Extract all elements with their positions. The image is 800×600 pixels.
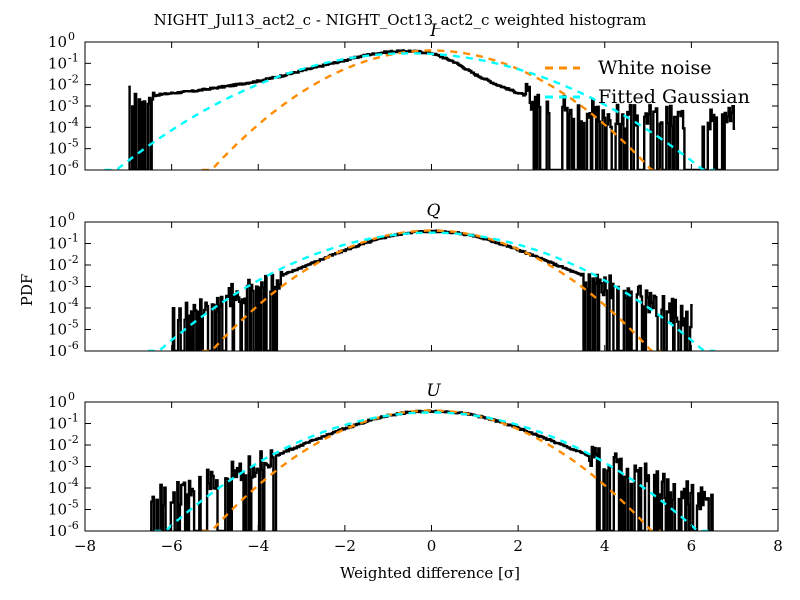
y-tick-exponent: -3: [68, 275, 79, 288]
y-tick-exponent: -4: [68, 115, 79, 128]
y-tick-label: 10: [48, 213, 67, 231]
x-tick-label: −8: [74, 537, 96, 555]
legend-label-white-noise: White noise: [598, 57, 712, 79]
y-tick-label: 10: [48, 235, 67, 253]
white-noise-curve: [201, 229, 662, 351]
plot-area: [147, 229, 716, 351]
y-tick-label: 10: [48, 436, 67, 454]
y-tick-label: 10: [48, 501, 67, 519]
y-tick-exponent: -1: [68, 232, 79, 245]
chart-title: NIGHT_Jul13_act2_c - NIGHT_Oct13_act2_c …: [154, 11, 647, 29]
histogram-line: [171, 229, 693, 351]
y-tick-exponent: -6: [68, 339, 79, 352]
y-tick-label: 10: [48, 415, 67, 433]
panel-title: U: [426, 381, 441, 401]
y-axis-label: PDF: [18, 274, 36, 307]
x-tick-label: 6: [687, 537, 697, 555]
y-tick-label: 10: [48, 321, 67, 339]
y-tick-label: 10: [48, 342, 67, 360]
y-tick-label: 10: [48, 522, 67, 540]
y-tick-label: 10: [48, 140, 67, 158]
y-tick-exponent: -5: [68, 137, 79, 150]
y-tick-label: 10: [48, 479, 67, 497]
y-tick-label: 10: [48, 393, 67, 411]
fitted-gaussian-curve: [104, 52, 716, 170]
y-tick-exponent: 0: [68, 210, 75, 223]
x-axis-label: Weighted difference [σ]: [340, 564, 520, 582]
x-tick-label: −6: [161, 537, 183, 555]
y-tick-exponent: -2: [68, 433, 79, 446]
y-tick-exponent: -6: [68, 519, 79, 532]
y-tick-label: 10: [48, 161, 67, 179]
y-tick-label: 10: [48, 458, 67, 476]
fitted-gaussian-curve: [147, 231, 716, 351]
y-tick-exponent: -3: [68, 94, 79, 107]
x-tick-label: 2: [513, 537, 523, 555]
y-tick-exponent: -5: [68, 498, 79, 511]
legend-label-fitted-gaussian: Fitted Gaussian: [598, 86, 750, 108]
y-tick-label: 10: [48, 54, 67, 72]
histogram-line: [150, 409, 714, 531]
y-tick-exponent: -5: [68, 318, 79, 331]
y-tick-label: 10: [48, 76, 67, 94]
y-tick-label: 10: [48, 97, 67, 115]
y-tick-label: 10: [48, 33, 67, 51]
white-noise-curve: [201, 49, 662, 170]
y-tick-exponent: -2: [68, 73, 79, 86]
x-tick-label: −2: [334, 537, 356, 555]
white-noise-curve: [201, 409, 662, 531]
y-tick-exponent: -4: [68, 296, 79, 309]
y-tick-exponent: -3: [68, 455, 79, 468]
y-tick-label: 10: [48, 118, 67, 136]
y-tick-exponent: 0: [68, 390, 75, 403]
y-tick-exponent: 0: [68, 30, 75, 43]
plot-area: [104, 49, 736, 170]
y-tick-exponent: -1: [68, 51, 79, 64]
y-tick-label: 10: [48, 256, 67, 274]
y-tick-exponent: -4: [68, 476, 79, 489]
plot-area: [150, 409, 714, 531]
y-tick-exponent: -2: [68, 253, 79, 266]
y-tick-label: 10: [48, 299, 67, 317]
x-tick-label: −4: [247, 537, 269, 555]
x-tick-label: 8: [773, 537, 783, 555]
y-tick-exponent: -1: [68, 412, 79, 425]
x-tick-label: 0: [427, 537, 437, 555]
x-tick-label: 4: [600, 537, 610, 555]
y-tick-label: 10: [48, 278, 67, 296]
panel-title: Q: [427, 201, 441, 221]
legend: White noise Fitted Gaussian: [545, 57, 750, 108]
panel-title: I: [429, 21, 437, 41]
y-tick-exponent: -6: [68, 158, 79, 171]
